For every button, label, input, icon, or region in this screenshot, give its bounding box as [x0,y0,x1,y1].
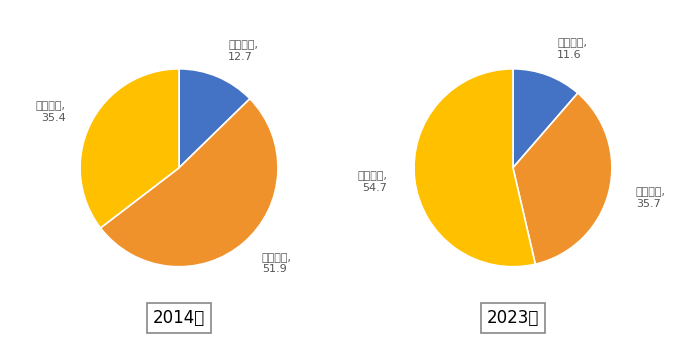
Text: 第二产业,
51.9: 第二产业, 51.9 [262,253,292,275]
Wedge shape [513,69,578,168]
Text: 2023年: 2023年 [486,309,539,327]
Text: 2014年: 2014年 [153,309,205,327]
Wedge shape [513,93,612,264]
Wedge shape [80,69,179,228]
Text: 第一产业,
11.6: 第一产业, 11.6 [557,38,588,60]
Wedge shape [414,69,536,267]
Text: 第三产业,
54.7: 第三产业, 54.7 [357,171,387,193]
Text: 第三产业,
35.4: 第三产业, 35.4 [35,101,66,122]
Wedge shape [179,69,250,168]
Text: 第二产业,
35.7: 第二产业, 35.7 [636,187,666,209]
Wedge shape [100,99,278,267]
Text: 第一产业,
12.7: 第一产业, 12.7 [228,40,258,62]
